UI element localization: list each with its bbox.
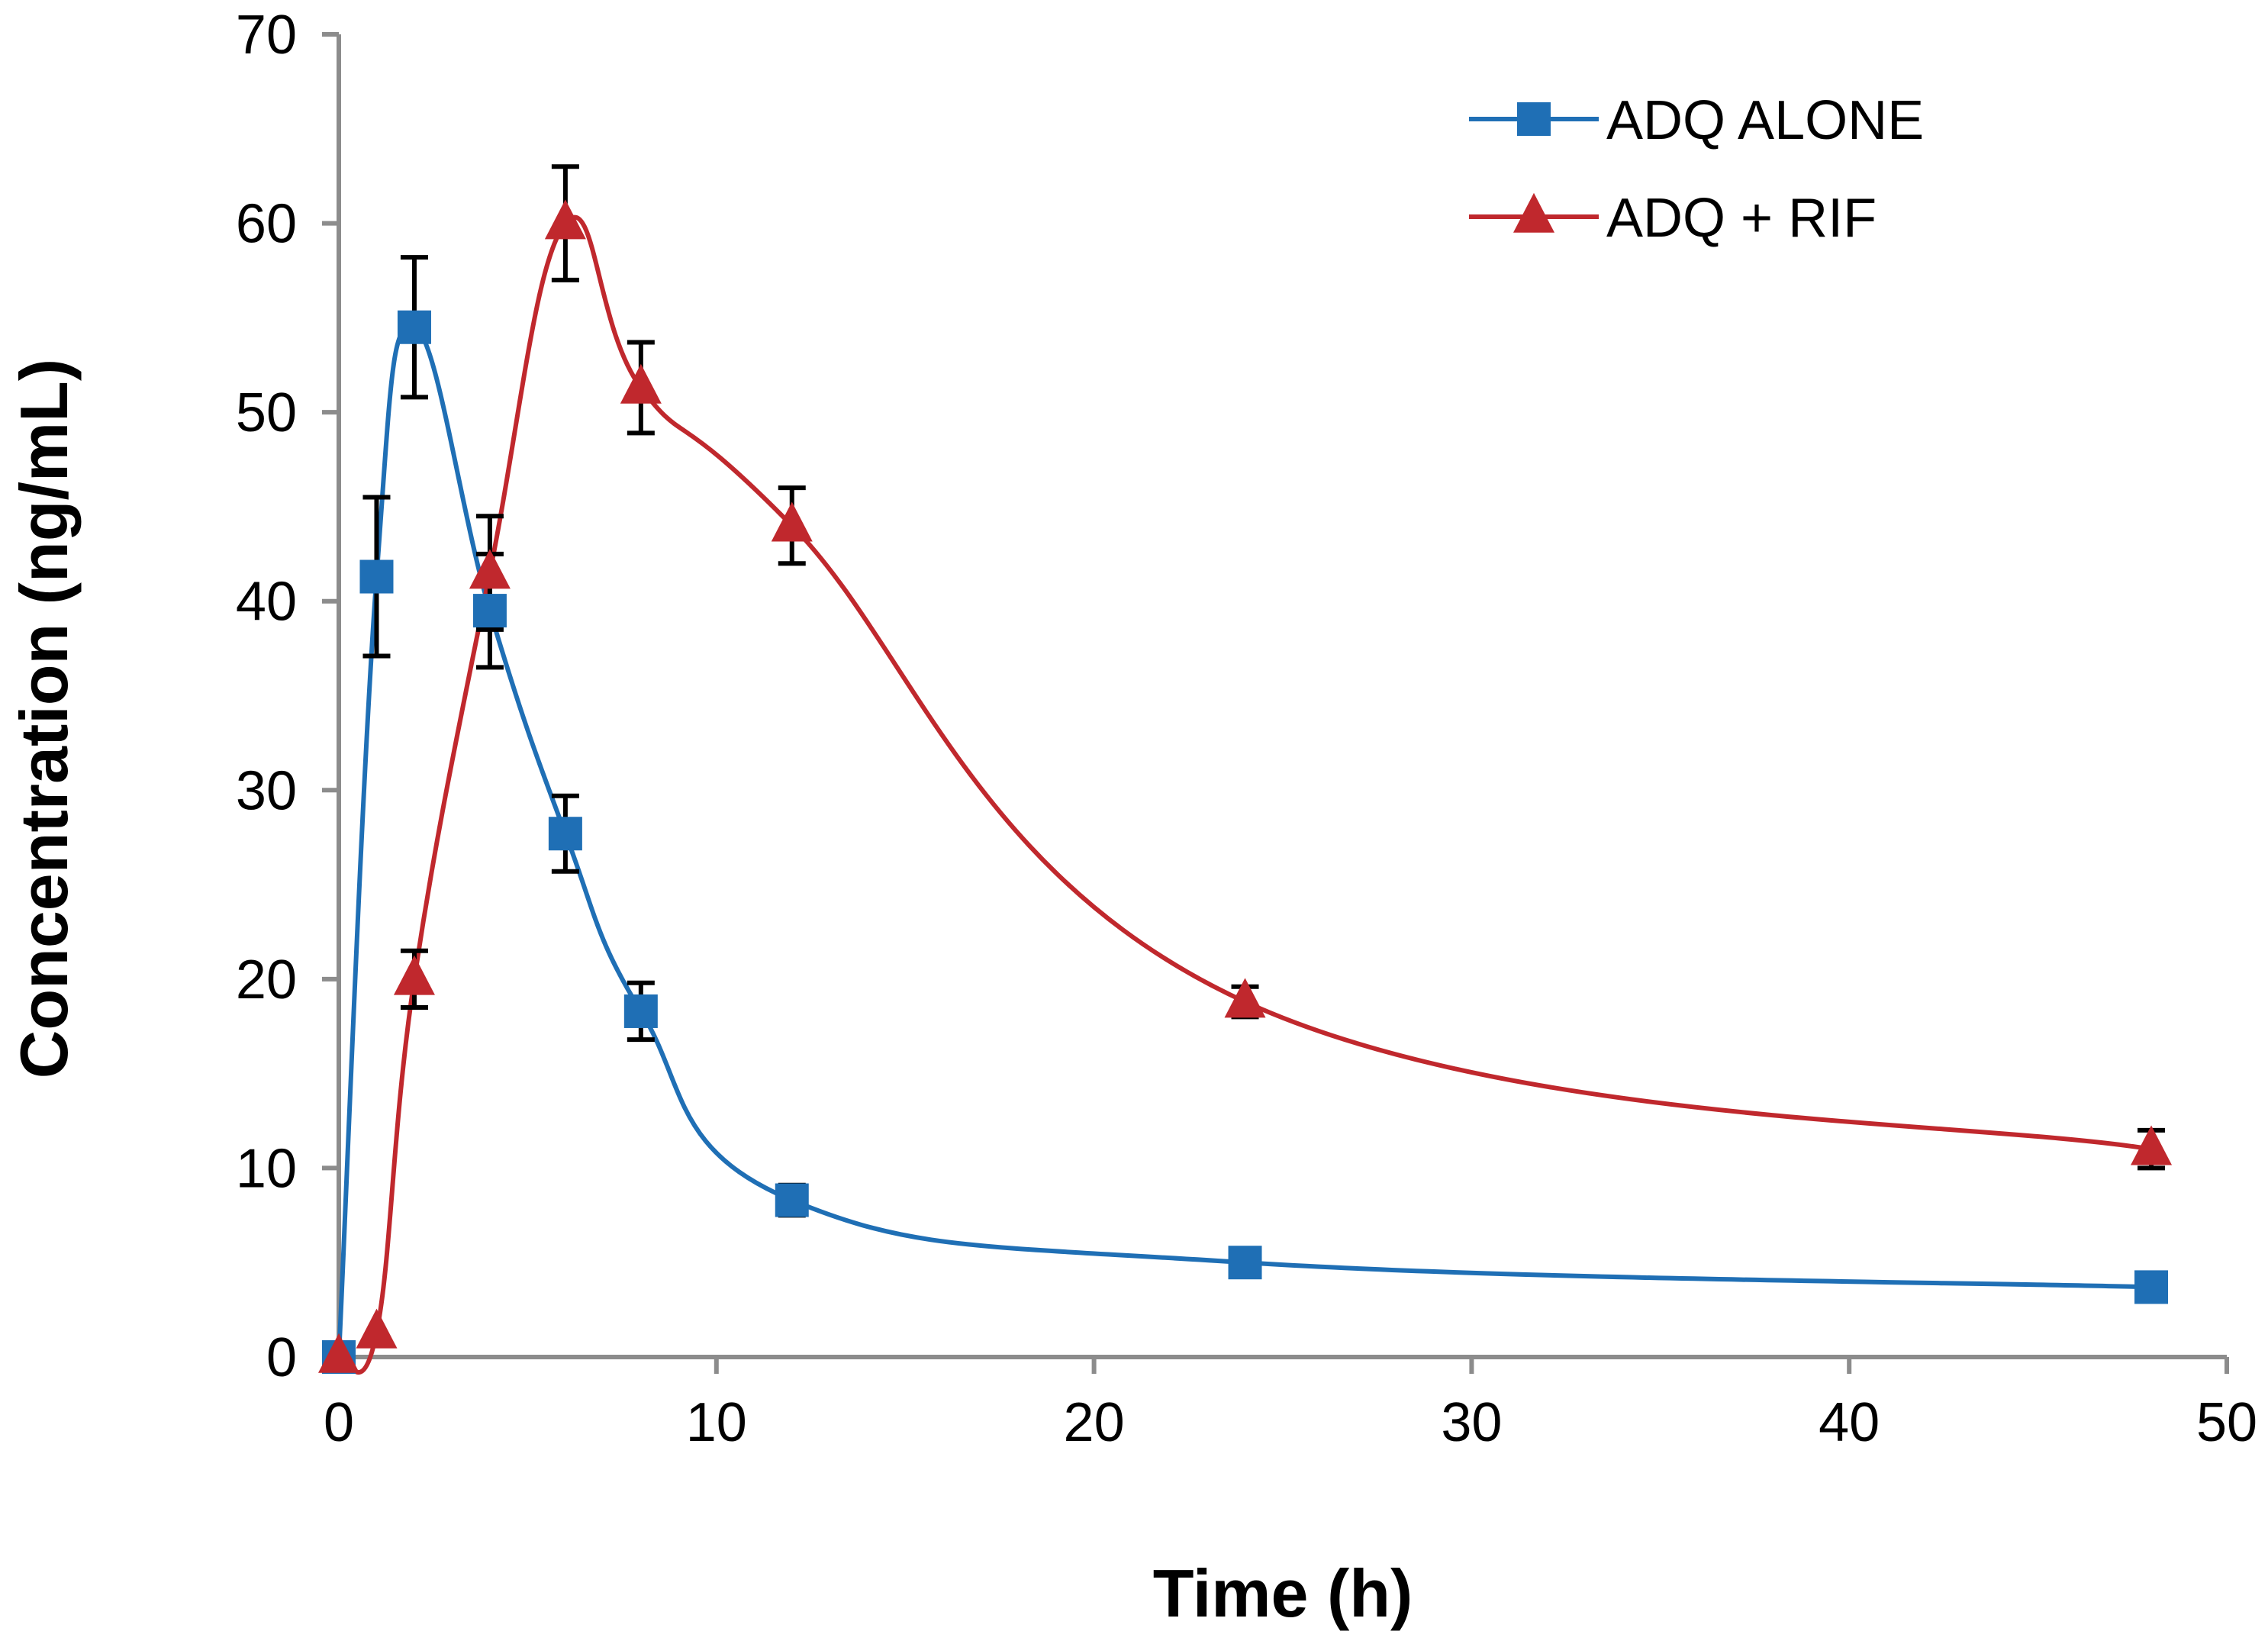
legend: ADQ ALONE ADQ + RIF xyxy=(1469,90,1924,249)
data-point xyxy=(623,994,658,1028)
data-point xyxy=(359,559,394,594)
data-point xyxy=(318,1333,359,1373)
data-point xyxy=(544,199,586,240)
y-tick-label: 30 xyxy=(236,760,297,821)
data-point xyxy=(1224,978,1266,1018)
legend-item: ADQ + RIF xyxy=(1469,188,1877,249)
y-tick-label: 20 xyxy=(236,949,297,1011)
legend-item: ADQ ALONE xyxy=(1469,90,1924,151)
legend-label: ADQ ALONE xyxy=(1606,90,1924,151)
data-point xyxy=(775,1183,809,1217)
markers xyxy=(318,199,2173,1374)
tick-labels: 0 10 20 30 40 50 60 70 0 10 20 30 40 50 xyxy=(236,5,2257,1453)
data-point xyxy=(472,594,507,628)
y-tick-label: 60 xyxy=(236,194,297,255)
error-bars xyxy=(362,164,2166,1218)
data-point xyxy=(2131,1125,2173,1165)
y-tick-label: 40 xyxy=(236,572,297,633)
series-layer xyxy=(337,214,2152,1375)
x-tick-label: 0 xyxy=(324,1392,354,1453)
x-tick-label: 30 xyxy=(1441,1392,1502,1453)
x-tick-label: 40 xyxy=(1819,1392,1880,1453)
data-point xyxy=(469,549,511,589)
legend-marker xyxy=(1513,192,1554,233)
x-tick-label: 20 xyxy=(1064,1392,1125,1453)
data-point xyxy=(2134,1270,2169,1304)
legend-label: ADQ + RIF xyxy=(1606,188,1877,249)
y-axis-title: Concentration (ng/mL) xyxy=(6,359,82,1078)
axes xyxy=(322,32,2229,1374)
x-tick-label: 10 xyxy=(686,1392,747,1453)
series-line-2 xyxy=(337,214,2152,1375)
x-axis-title: Time (h) xyxy=(1153,1555,1413,1631)
data-point xyxy=(548,817,582,851)
data-point xyxy=(356,1308,398,1349)
data-point xyxy=(393,955,435,995)
data-point xyxy=(397,310,431,344)
y-tick-label: 50 xyxy=(236,382,297,443)
y-tick-label: 10 xyxy=(236,1138,297,1199)
y-tick-label: 0 xyxy=(266,1327,297,1388)
data-point xyxy=(771,501,813,542)
x-tick-label: 50 xyxy=(2196,1392,2257,1453)
legend-marker xyxy=(1517,102,1551,136)
data-point xyxy=(1228,1246,1262,1280)
series-line-1 xyxy=(337,324,2152,1358)
y-tick-label: 70 xyxy=(236,5,297,66)
data-point xyxy=(620,363,662,404)
